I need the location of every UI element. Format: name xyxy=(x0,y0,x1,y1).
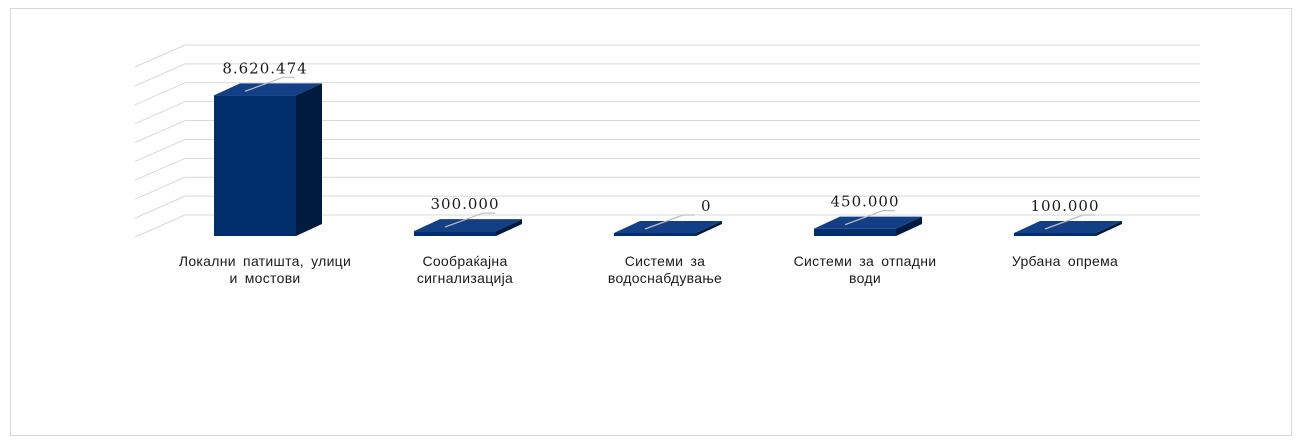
value-label: 0 xyxy=(701,197,712,215)
bar xyxy=(1014,221,1122,236)
bar-side xyxy=(1096,221,1122,236)
side-wall-line xyxy=(134,120,186,144)
bar-front xyxy=(414,231,496,236)
leader-line xyxy=(244,76,295,92)
side-wall-line xyxy=(134,195,186,219)
side-wall-line xyxy=(134,214,186,238)
bar-front xyxy=(214,95,296,236)
bar xyxy=(414,219,522,236)
bar-top xyxy=(1014,221,1122,233)
bar-front xyxy=(614,233,696,236)
side-wall-line xyxy=(134,44,186,68)
bar xyxy=(614,221,722,236)
value-label: 8.620.474 xyxy=(222,59,307,77)
bar-top xyxy=(414,219,522,232)
bar-top xyxy=(814,216,922,229)
category-label: Урбана опрема xyxy=(1011,253,1119,269)
category-label: Локални патишта, улици и мостови xyxy=(178,253,352,286)
grid-lines xyxy=(134,44,1200,238)
leader-line xyxy=(844,210,895,226)
value-label: 100.000 xyxy=(1030,197,1099,215)
side-wall-line xyxy=(134,82,186,106)
bar-side xyxy=(696,221,722,236)
bar-side xyxy=(896,216,922,236)
value-labels: 8.620.474 300.000 0 450.000 100.000 xyxy=(222,59,1099,230)
leader-line xyxy=(1044,214,1095,230)
bar-front xyxy=(814,228,896,236)
side-wall-line xyxy=(134,157,186,181)
value-label: 450.000 xyxy=(830,193,899,211)
side-wall-line xyxy=(134,176,186,200)
side-wall-line xyxy=(134,101,186,125)
bar xyxy=(214,83,322,236)
bar-side xyxy=(496,219,522,236)
leader-line xyxy=(444,212,495,228)
category-label: Системи за водоснабдување xyxy=(607,253,723,286)
bar xyxy=(814,216,922,236)
value-label: 300.000 xyxy=(430,195,499,213)
bar-top xyxy=(614,221,722,233)
category-label: Системи за отпадни води xyxy=(793,253,937,286)
bars xyxy=(214,83,1122,236)
side-wall-line xyxy=(134,138,186,162)
side-wall-line xyxy=(134,63,186,87)
category-label: Сообраќајна сигнализација xyxy=(416,253,514,286)
bar-top xyxy=(214,83,322,96)
bar-side xyxy=(296,83,322,236)
bar-front xyxy=(1014,233,1096,236)
leader-line xyxy=(644,214,695,230)
